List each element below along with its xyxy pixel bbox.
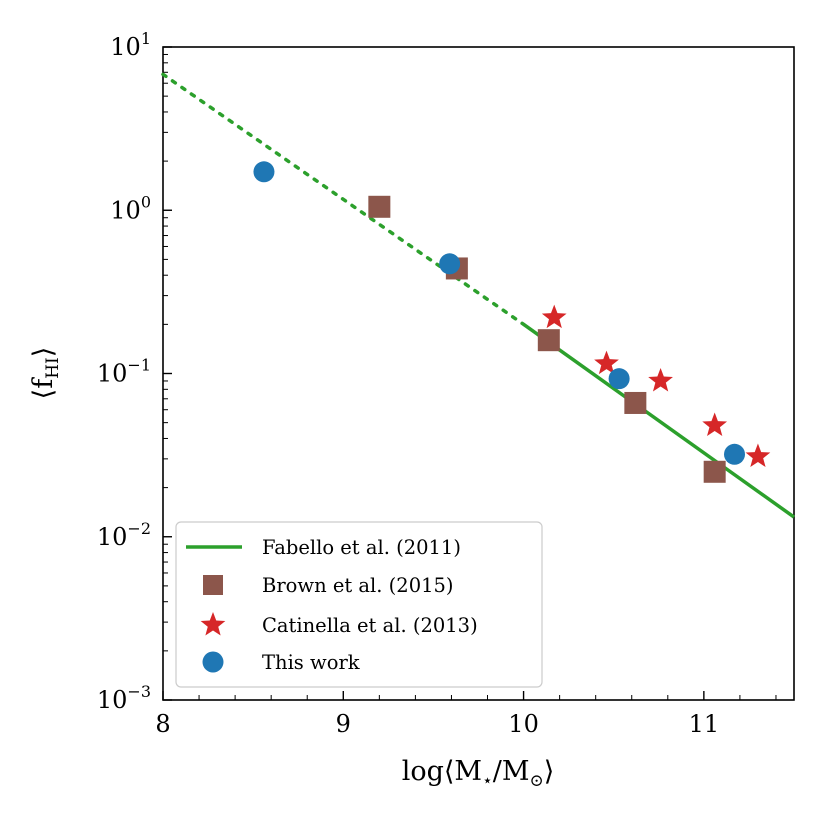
- catinella-star-point: [745, 443, 771, 468]
- legend-item-brown: Brown et al. (2015): [203, 574, 454, 597]
- this-work-circle-point: [608, 368, 630, 390]
- legend-label: Fabello et al. (2011): [262, 536, 461, 559]
- legend-star-shape: [200, 612, 226, 636]
- brown-square-point: [537, 329, 560, 352]
- legend-circle-swatch: [202, 651, 224, 673]
- x-axis-label: log⟨M⋆/M⊙⟩: [402, 756, 555, 791]
- catinella-star-point: [702, 412, 728, 437]
- x-tick-label: 11: [689, 710, 720, 738]
- y-tick-label: 101: [110, 29, 151, 61]
- x-axis-ticks: 8 9 10 11: [155, 691, 777, 738]
- y-tick-label: 10−2: [97, 519, 151, 551]
- this-work-circle-point: [253, 161, 275, 183]
- x-tick-label: 10: [508, 710, 539, 738]
- legend-label: Catinella et al. (2013): [262, 614, 478, 637]
- catinella-star-point: [648, 367, 673, 392]
- fit-lines: [161, 72, 796, 519]
- brown-square-point: [624, 391, 647, 414]
- y-axis-ticks: 10−3 10−2 10−1 100 101: [97, 29, 172, 714]
- legend: Fabello et al. (2011) Brown et al. (2015…: [175, 521, 543, 688]
- legend-item-fabello: Fabello et al. (2011): [186, 536, 461, 559]
- legend-label: Brown et al. (2015): [262, 574, 454, 597]
- y-axis-label: ⟨fHI⟩: [28, 347, 63, 400]
- legend-box: [175, 521, 543, 688]
- brown-square-point: [368, 195, 391, 218]
- x-tick-label: 8: [155, 710, 170, 738]
- this-work-circle-point: [439, 253, 461, 275]
- data-markers: [253, 161, 771, 483]
- catinella-star-point: [541, 304, 567, 329]
- legend-item-this-work: This work: [202, 651, 360, 674]
- fabello-dotted-line: [161, 72, 526, 327]
- this-work-circle-point: [724, 443, 746, 465]
- legend-square-swatch: [203, 575, 223, 595]
- legend-star-swatch: [200, 612, 226, 636]
- fabello-solid-line: [522, 322, 796, 519]
- x-tick-label: 9: [336, 710, 351, 738]
- y-tick-label: 10−3: [97, 682, 151, 714]
- legend-label: This work: [262, 651, 360, 674]
- legend-item-catinella: Catinella et al. (2013): [200, 612, 478, 637]
- brown-square-point: [703, 460, 726, 483]
- catinella-star-point: [594, 350, 619, 375]
- y-tick-label: 100: [110, 192, 151, 224]
- y-tick-label: 10−1: [97, 356, 151, 388]
